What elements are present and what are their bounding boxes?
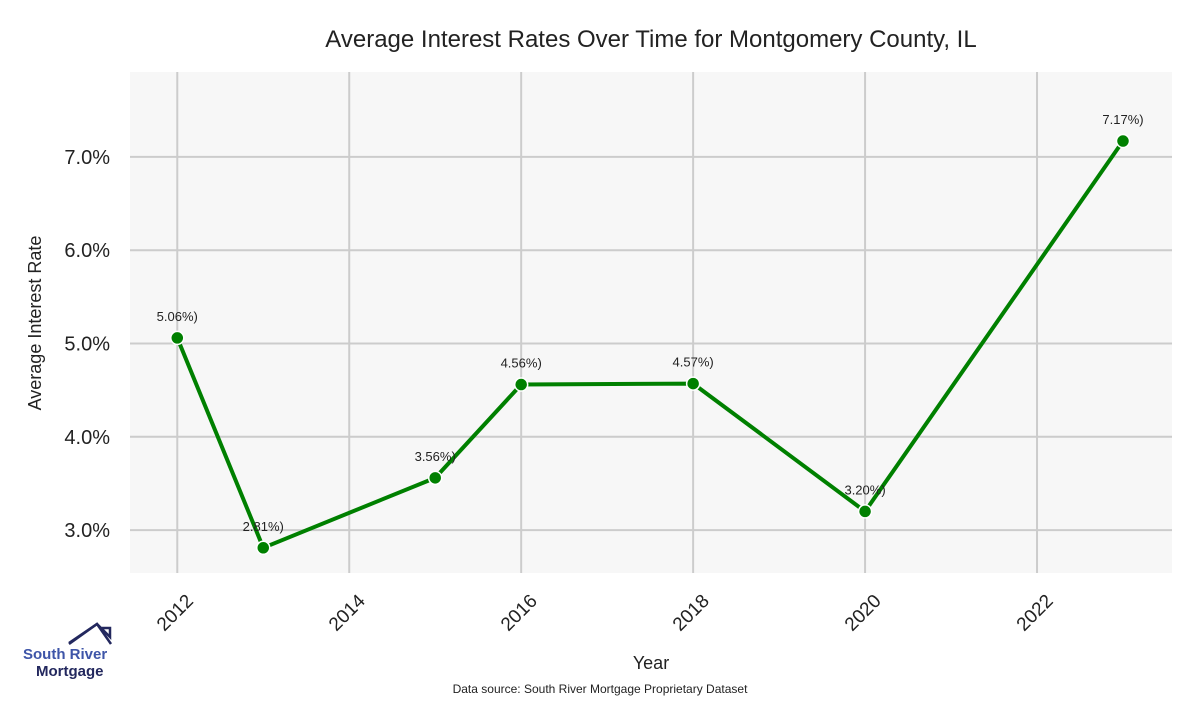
data-labels: 5.06%) 2.81%) 3.56%) 4.56%) 4.57%) 3.20%) 7.17…	[157, 112, 1144, 534]
data-label: 3.56%)	[415, 449, 456, 464]
y-tick-label: 3.0%	[64, 520, 110, 542]
y-axis-ticks: 3.0% 4.0% 5.0% 6.0% 7.0%	[64, 147, 110, 542]
data-label: 2.81%)	[243, 519, 284, 534]
x-tick-label: 2018	[669, 591, 714, 636]
data-point	[685, 376, 701, 391]
data-point	[170, 330, 185, 346]
series-line-group	[170, 133, 1131, 556]
y-tick-label: 5.0%	[64, 333, 110, 355]
x-axis-label: Year	[633, 653, 669, 673]
data-point	[427, 470, 443, 486]
data-label: 4.57%)	[673, 355, 714, 370]
data-point	[857, 504, 873, 519]
logo-line2: Mortgage	[36, 663, 104, 680]
y-tick-label: 6.0%	[64, 240, 110, 262]
y-tick-label: 4.0%	[64, 427, 110, 449]
y-axis-label: Average Interest Rate	[25, 236, 45, 411]
x-tick-label: 2016	[497, 591, 542, 636]
x-tick-label: 2012	[153, 591, 198, 636]
house-roof-outline	[68, 622, 113, 646]
logo-line1: South River	[23, 646, 107, 663]
source-note: Data source: South River Mortgage Propri…	[453, 682, 748, 696]
y-tick-label: 7.0%	[64, 147, 110, 169]
data-label: 3.20%)	[844, 482, 885, 497]
data-label: 4.56%)	[501, 356, 542, 371]
data-point	[256, 540, 271, 556]
data-label: 5.06%)	[157, 309, 198, 324]
x-tick-label: 2020	[841, 591, 886, 636]
data-point	[1115, 133, 1131, 149]
data-label: 7.17%)	[1102, 112, 1143, 127]
plot-area	[130, 72, 1172, 573]
x-tick-label: 2014	[325, 590, 370, 635]
x-axis-ticks: 2012 2014 2016 2018 2020 2022	[153, 590, 1057, 635]
chart-title: Average Interest Rates Over Time for Mon…	[325, 26, 976, 53]
south-river-mortgage-logo: South River Mortgage	[23, 622, 113, 680]
x-tick-label: 2022	[1013, 591, 1058, 636]
data-point	[513, 377, 529, 392]
